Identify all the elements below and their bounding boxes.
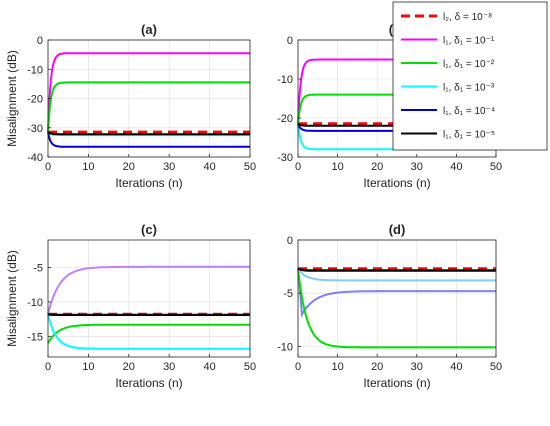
x-tick-label: 0 — [45, 361, 51, 373]
x-tick-label: 40 — [203, 161, 215, 173]
series-line-2 — [47, 81, 250, 133]
x-tick-label: 50 — [490, 361, 502, 373]
x-tick-label: 30 — [163, 361, 175, 373]
x-axis-label: Iterations (n) — [115, 376, 182, 390]
x-tick-label: 10 — [331, 361, 343, 373]
x-tick-label: 10 — [82, 161, 94, 173]
x-tick-label: 20 — [123, 161, 135, 173]
legend-label: l₂, δ = 10⁻⁸ — [443, 12, 492, 23]
y-tick-label: -20 — [277, 113, 293, 125]
series-line-1 — [47, 52, 250, 133]
x-tick-label: 0 — [295, 361, 301, 373]
x-tick-label: 50 — [490, 161, 502, 173]
axes-frame — [47, 239, 251, 358]
series-line-5 — [297, 267, 496, 272]
x-tick-label: 40 — [450, 161, 462, 173]
y-tick-label: -30 — [27, 123, 43, 135]
x-tick-label: 0 — [45, 161, 51, 173]
y-tick-label: -20 — [27, 94, 43, 106]
y-tick-label: -10 — [277, 341, 293, 353]
legend-label: l₁, δ₁ = 10⁻¹ — [443, 36, 495, 47]
x-tick-label: 50 — [244, 361, 256, 373]
x-axis-label: Iterations (n) — [115, 176, 182, 190]
series-line-2 — [297, 268, 496, 349]
series-line-5 — [47, 313, 250, 316]
legend-label: l₁, δ₁ = 10⁻³ — [443, 83, 495, 94]
y-tick-label: 0 — [37, 35, 43, 47]
panel-0: 0 10 20 30 40 50 -40 -30 -20 -10 0 (a) Iterations (n… — [5, 22, 256, 190]
panel-title: (d) — [389, 222, 406, 237]
x-tick-label: 30 — [163, 161, 175, 173]
x-tick-label: 40 — [203, 361, 215, 373]
x-tick-label: 30 — [411, 161, 423, 173]
y-tick-label: -15 — [27, 331, 43, 343]
series-line-2 — [47, 323, 250, 344]
y-axis-label: Misalignment (dB) — [5, 250, 19, 347]
x-tick-label: 0 — [295, 161, 301, 173]
legend-label: l₁, δ₁ = 10⁻² — [443, 59, 495, 70]
y-tick-label: -40 — [27, 152, 43, 164]
series-line-3 — [47, 314, 250, 350]
x-axis-label: Iterations (n) — [363, 376, 430, 390]
x-tick-label: 20 — [123, 361, 135, 373]
series-line-1 — [297, 268, 496, 318]
legend: l₂, δ = 10⁻⁸ l₁, δ₁ = 10⁻¹ l₁, δ₁ = 10⁻² l₁… — [392, 1, 548, 151]
series-line-3 — [297, 268, 496, 282]
x-tick-label: 10 — [82, 361, 94, 373]
y-tick-label: -10 — [27, 64, 43, 76]
x-tick-label: 50 — [244, 161, 256, 173]
y-axis-label: Misalignment (dB) — [5, 50, 19, 147]
panel-2: 0 10 20 30 40 50 -15 -10 -5 (c) Iterations (n) Misa… — [5, 222, 256, 390]
x-tick-label: 20 — [371, 361, 383, 373]
y-tick-label: -30 — [277, 152, 293, 164]
y-tick-label: 0 — [287, 235, 293, 247]
series-line-1 — [47, 265, 250, 315]
x-tick-label: 20 — [371, 161, 383, 173]
axes-frame — [297, 239, 497, 358]
y-tick-label: -5 — [283, 288, 293, 300]
legend-box — [392, 1, 548, 151]
y-tick-label: 0 — [287, 35, 293, 47]
panel-3: 0 10 20 30 40 50 -10 -5 0 (d) Iterations (n) — [277, 222, 502, 390]
series-line-4 — [47, 131, 250, 148]
x-axis-label: Iterations (n) — [363, 176, 430, 190]
legend-label: l₁, δ₁ = 10⁻⁵ — [443, 130, 495, 141]
panel-title: (a) — [141, 22, 157, 37]
y-tick-label: -10 — [27, 297, 43, 309]
legend-label: l₁, δ₁ = 10⁻⁴ — [443, 106, 495, 117]
x-tick-label: 10 — [331, 161, 343, 173]
series-line-5 — [47, 131, 250, 136]
y-tick-label: -5 — [33, 263, 43, 275]
x-tick-label: 40 — [450, 361, 462, 373]
panel-title: (c) — [141, 222, 157, 237]
x-tick-label: 30 — [411, 361, 423, 373]
y-tick-label: -10 — [277, 74, 293, 86]
